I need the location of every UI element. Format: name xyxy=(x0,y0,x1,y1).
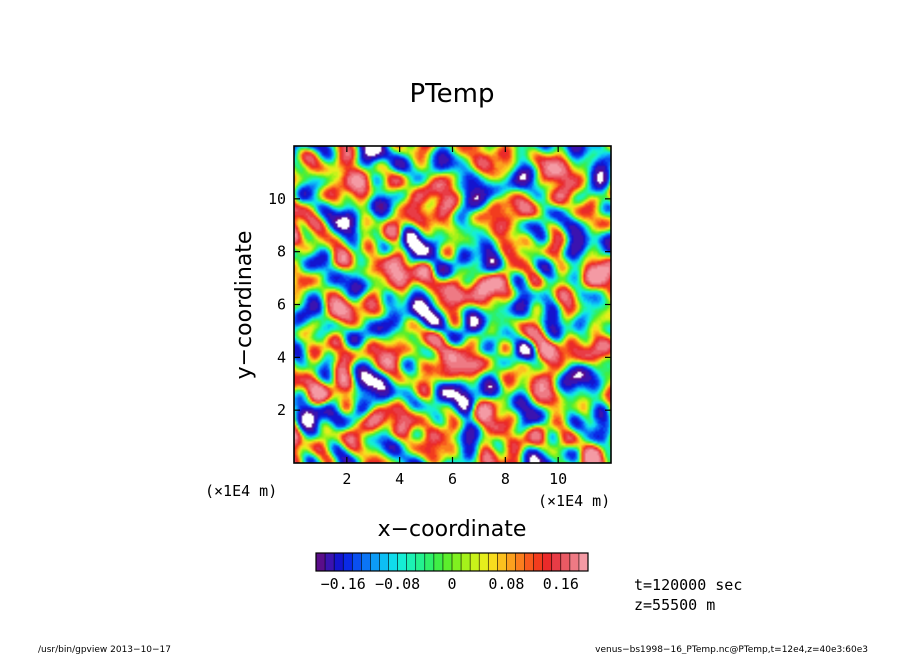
chart-title: PTemp xyxy=(410,79,495,109)
colorbar xyxy=(315,552,589,572)
colorbar-swatch xyxy=(415,553,426,571)
y-tick-label: 4 xyxy=(277,348,286,366)
colorbar-swatch xyxy=(542,553,553,571)
x-axis-title: x−coordinate xyxy=(378,517,527,542)
colorbar-swatch xyxy=(379,553,389,571)
y-tick-label: 6 xyxy=(277,296,286,314)
y-unit-label: (×1E4 m) xyxy=(205,482,277,500)
z-annotation: z=55500 m xyxy=(634,596,715,614)
colorbar-tick-label: 0 xyxy=(447,575,456,593)
colorbar-swatch xyxy=(533,553,544,571)
colorbar-swatch xyxy=(397,553,408,571)
colorbar-swatch xyxy=(578,553,589,571)
colorbar-swatch xyxy=(506,553,516,571)
colorbar-swatch xyxy=(388,553,398,571)
x-tick-label: 2 xyxy=(342,470,351,488)
colorbar-swatch xyxy=(433,553,444,571)
colorbar-tick-labels: −0.16 −0.08 0 0.08 0.16 xyxy=(321,575,579,593)
footer-left: /usr/bin/gpview 2013−10−17 xyxy=(38,645,171,654)
x-tick-label: 10 xyxy=(549,470,567,488)
x-unit-label: (×1E4 m) xyxy=(538,492,610,510)
colorbar-swatch xyxy=(524,553,534,571)
y-tick-label: 8 xyxy=(277,243,286,261)
footer-right: venus−bs1998−16_PTemp.nc@PTemp,t=12e4,z=… xyxy=(595,645,868,654)
colorbar-swatch xyxy=(569,553,580,571)
colorbar-swatch xyxy=(442,553,453,571)
x-tick-label: 8 xyxy=(501,470,510,488)
colorbar-swatch xyxy=(488,553,498,571)
colorbar-swatch xyxy=(560,553,571,571)
colorbar-swatch xyxy=(361,553,371,571)
colorbar-swatch xyxy=(461,553,471,571)
y-tick-label: 2 xyxy=(277,401,286,419)
x-tick-label: 4 xyxy=(395,470,404,488)
colorbar-swatch xyxy=(452,553,462,571)
colorbar-tick-label: 0.08 xyxy=(488,575,524,593)
y-axis-title: y−coordinate xyxy=(232,231,257,380)
colorbar-swatch xyxy=(343,553,353,571)
colorbar-swatch xyxy=(515,553,525,571)
colorbar-frame xyxy=(315,552,589,572)
x-tick-label: 6 xyxy=(448,470,457,488)
colorbar-swatch xyxy=(370,553,380,571)
heatmap-field xyxy=(294,146,611,463)
colorbar-swatch xyxy=(470,553,480,571)
colorbar-swatch xyxy=(352,553,362,571)
colorbar-swatch xyxy=(424,553,435,571)
colorbar-swatch xyxy=(479,553,489,571)
y-tick-label: 10 xyxy=(268,190,286,208)
colorbar-tick-label: −0.16 xyxy=(321,575,366,593)
y-axis-ticks: 2 4 6 8 10 xyxy=(268,190,611,419)
colorbar-swatch xyxy=(551,553,562,571)
colorbar-swatch xyxy=(406,553,417,571)
time-annotation: t=120000 sec xyxy=(634,576,742,594)
colorbar-swatch xyxy=(325,553,335,571)
colorbar-swatch xyxy=(316,553,326,571)
colorbar-swatch xyxy=(497,553,507,571)
colorbar-tick-label: 0.16 xyxy=(543,575,579,593)
heatmap-image xyxy=(294,146,611,463)
colorbar-tick-label: −0.08 xyxy=(375,575,420,593)
x-axis-ticks: 2 4 6 8 10 xyxy=(342,146,567,488)
colorbar-swatch xyxy=(334,553,344,571)
